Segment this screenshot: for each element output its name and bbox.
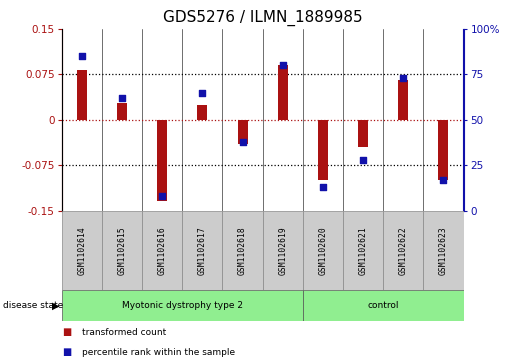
Point xyxy=(319,184,327,190)
Bar xyxy=(62,290,303,321)
Bar xyxy=(197,105,208,120)
Bar xyxy=(102,211,142,290)
Text: GSM1102614: GSM1102614 xyxy=(77,226,87,275)
Text: GSM1102622: GSM1102622 xyxy=(399,226,408,275)
Text: GSM1102620: GSM1102620 xyxy=(318,226,328,275)
Text: ■: ■ xyxy=(62,347,71,357)
Point xyxy=(158,193,166,199)
Text: transformed count: transformed count xyxy=(82,328,167,337)
Bar xyxy=(77,70,87,120)
Bar xyxy=(278,65,288,120)
Point xyxy=(238,139,247,144)
Bar xyxy=(438,120,449,180)
Text: GSM1102615: GSM1102615 xyxy=(117,226,127,275)
Bar xyxy=(398,81,408,120)
Bar xyxy=(343,211,383,290)
Text: control: control xyxy=(367,301,399,310)
Point xyxy=(198,90,207,95)
Bar xyxy=(318,120,328,180)
Bar xyxy=(303,290,464,321)
Text: GSM1102621: GSM1102621 xyxy=(358,226,368,275)
Bar xyxy=(383,211,423,290)
Text: GSM1102619: GSM1102619 xyxy=(278,226,287,275)
Text: GSM1102618: GSM1102618 xyxy=(238,226,247,275)
Bar xyxy=(117,103,127,120)
Point xyxy=(78,53,86,59)
Text: ▶: ▶ xyxy=(52,301,59,311)
Point xyxy=(279,62,287,68)
Text: GSM1102617: GSM1102617 xyxy=(198,226,207,275)
Bar xyxy=(157,120,167,201)
Point xyxy=(439,177,448,183)
Bar xyxy=(303,211,343,290)
Point xyxy=(359,157,367,163)
Point xyxy=(399,75,407,81)
Bar xyxy=(237,120,248,144)
Bar xyxy=(222,211,263,290)
Bar xyxy=(142,211,182,290)
Text: percentile rank within the sample: percentile rank within the sample xyxy=(82,348,235,356)
Text: GSM1102623: GSM1102623 xyxy=(439,226,448,275)
Text: Myotonic dystrophy type 2: Myotonic dystrophy type 2 xyxy=(122,301,243,310)
Bar xyxy=(182,211,222,290)
Bar xyxy=(263,211,303,290)
Text: disease state: disease state xyxy=(3,301,63,310)
Point xyxy=(118,95,126,101)
Text: ■: ■ xyxy=(62,327,71,337)
Bar xyxy=(358,120,368,147)
Bar xyxy=(62,211,102,290)
Title: GDS5276 / ILMN_1889985: GDS5276 / ILMN_1889985 xyxy=(163,10,363,26)
Text: GSM1102616: GSM1102616 xyxy=(158,226,167,275)
Bar xyxy=(423,211,464,290)
